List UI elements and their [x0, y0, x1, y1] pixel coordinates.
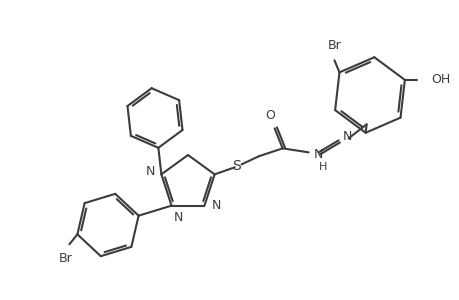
Text: N: N [146, 165, 155, 178]
Text: S: S [232, 159, 241, 173]
Text: Br: Br [327, 39, 341, 52]
Text: N: N [313, 148, 322, 161]
Text: N: N [211, 199, 220, 212]
Text: Br: Br [58, 252, 72, 265]
Text: N: N [342, 130, 351, 143]
Text: OH: OH [430, 74, 449, 86]
Text: H: H [318, 162, 326, 172]
Text: O: O [265, 109, 275, 122]
Text: N: N [173, 211, 183, 224]
